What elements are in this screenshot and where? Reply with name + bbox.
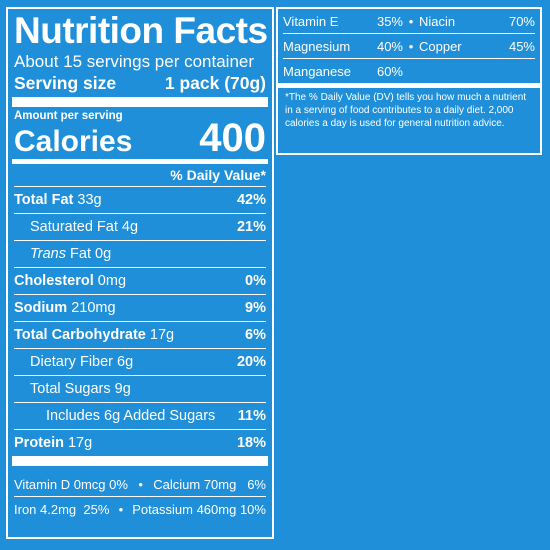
- nutrient-row-sodium: Sodium 210mg 9%: [14, 294, 266, 321]
- vitamin-dv: 6%: [247, 476, 266, 492]
- amount-per-serving: Amount per serving: [14, 110, 123, 122]
- nutrient-amount: 9g: [114, 381, 131, 397]
- nutrient-name: Total Carbohydrate: [14, 327, 146, 343]
- vitamin-dv: 70%: [508, 13, 535, 29]
- vitamins-side-panel: Vitamin E 35% • Niacin 70% Magnesium 40% • …: [276, 7, 542, 155]
- vitamin-name: Magnesium: [283, 38, 351, 54]
- nutrient-name: Includes 6g Added Sugars: [46, 408, 216, 424]
- serving-size-value: 1 pack (70g): [164, 73, 266, 93]
- nutrient-row-total-fat: Total Fat 33g 42%: [14, 186, 266, 213]
- nutrient-name: Dietary Fiber: [30, 354, 113, 370]
- nutrient-amount: 17g: [67, 435, 93, 451]
- vitamin-dv: 35%: [376, 13, 403, 29]
- vitamin-name: Potassium 460mg: [132, 501, 237, 517]
- nutrient-row-total-carbohydrate: Total Carbohydrate 17g 6%: [14, 321, 266, 348]
- nutrition-facts-panel: Nutrition Facts About 15 servings per co…: [6, 7, 274, 539]
- nutrient-amount: 4g: [121, 219, 139, 235]
- nutrient-row-protein: Protein 17g 18%: [14, 429, 266, 456]
- nutrient-row-saturated-fat: Saturated Fat 4g 21%: [14, 213, 266, 240]
- calories-label: Calories: [14, 125, 133, 158]
- nutrient-dv: 21%: [236, 219, 266, 235]
- vitamin-dv: 45%: [508, 38, 535, 54]
- vitamin-name: Copper: [419, 38, 462, 54]
- label-title: Nutrition Facts: [14, 10, 268, 51]
- nutrient-name: Sodium: [14, 300, 68, 316]
- vitamin-name: Iron 4.2mg: [14, 501, 77, 517]
- serving-size-row: Serving size 1 pack (70g): [14, 72, 266, 94]
- nutrient-name: Cholesterol: [14, 273, 94, 289]
- thick-divider: [12, 456, 268, 466]
- bullet-separator: •: [118, 501, 124, 517]
- nutrient-name: Protein: [14, 435, 64, 451]
- thick-divider: [12, 97, 268, 107]
- daily-value-footnote: *The % Daily Value (DV) tells you how mu…: [285, 92, 527, 129]
- nutrient-name: Total Fat: [14, 192, 74, 208]
- calories-value: 400: [199, 116, 266, 160]
- vitamin-name: Niacin: [419, 13, 456, 29]
- nutrient-amount: 0mg: [97, 273, 127, 289]
- nutrient-row-added-sugars: Includes 6g Added Sugars 11%: [14, 402, 266, 429]
- nutrient-name: Fat: [70, 246, 91, 262]
- nutrient-row-trans-fat: Trans Fat 0g: [14, 240, 266, 267]
- vitamin-row: Magnesium 40% • Copper 45%: [283, 34, 535, 59]
- vitamin-row: Vitamin E 35% • Niacin 70%: [283, 9, 535, 34]
- nutrient-name-italic: Trans: [30, 246, 66, 262]
- nutrient-dv: 42%: [236, 192, 266, 208]
- nutrient-amount: 210mg: [71, 300, 116, 316]
- vitamin-dv: 10%: [239, 501, 266, 517]
- vitamin-dv: 60%: [376, 63, 403, 79]
- nutrient-amount: 0g: [95, 246, 112, 262]
- daily-value-header: % Daily Value*: [170, 167, 266, 183]
- vitamin-row: Iron 4.2mg 25% • Potassium 460mg 10%: [14, 496, 266, 521]
- nutrient-amount: 17g: [149, 327, 175, 343]
- bullet-separator: •: [408, 13, 414, 29]
- nutrient-amount: 33g: [77, 192, 102, 208]
- servings-per-container: About 15 servings per container: [14, 52, 255, 71]
- nutrient-name: Saturated Fat: [30, 219, 118, 235]
- nutrient-name: Total Sugars: [30, 381, 111, 397]
- nutrient-amount: 6g: [117, 354, 134, 370]
- nutrient-dv: 6%: [245, 327, 266, 343]
- bullet-separator: •: [138, 476, 143, 492]
- vitamin-row: Vitamin D 0mcg 0% • Calcium 70mg 6%: [14, 472, 266, 496]
- calories-row: Calories 400: [14, 116, 266, 160]
- vitamin-dv: 25%: [83, 501, 110, 517]
- nutrient-dv: 9%: [245, 300, 266, 316]
- vitamin-row: Manganese 60%: [283, 59, 535, 83]
- nutrient-row-dietary-fiber: Dietary Fiber 6g 20%: [14, 348, 266, 375]
- nutrient-dv: 0%: [245, 273, 266, 289]
- bullet-separator: •: [408, 38, 414, 54]
- nutrient-dv: 11%: [237, 408, 266, 424]
- vitamin-name: Vitamin E: [283, 13, 339, 29]
- nutrient-dv: 20%: [236, 354, 266, 370]
- serving-size-label: Serving size: [14, 73, 117, 93]
- vitamin-dv: 0%: [109, 476, 128, 492]
- medium-divider: [278, 83, 540, 88]
- medium-divider: [12, 159, 268, 164]
- nutrient-row-total-sugars: Total Sugars 9g: [14, 375, 266, 402]
- vitamin-name: Vitamin D 0mcg: [14, 476, 106, 492]
- nutrient-row-cholesterol: Cholesterol 0mg 0%: [14, 267, 266, 294]
- vitamin-name: Calcium 70mg: [153, 476, 237, 492]
- vitamin-name: Manganese: [283, 63, 351, 79]
- vitamin-dv: 40%: [376, 38, 403, 54]
- nutrient-dv: 18%: [236, 435, 266, 451]
